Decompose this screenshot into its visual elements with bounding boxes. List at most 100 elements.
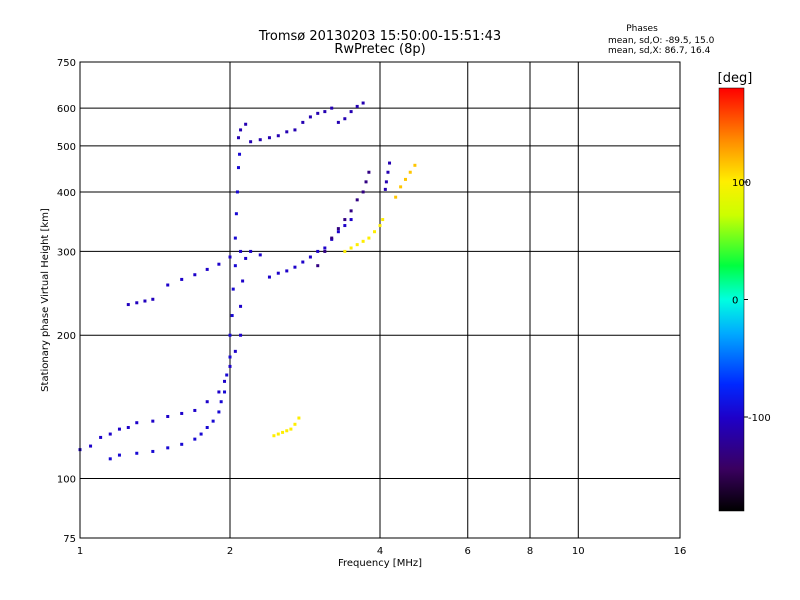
- echo-point: [228, 255, 232, 259]
- echo-point: [343, 218, 347, 222]
- echo-point: [117, 427, 121, 431]
- echo-point: [316, 249, 320, 253]
- colorbar-ticks: -100 0 100: [732, 178, 771, 424]
- echo-point: [413, 163, 417, 167]
- echo-point: [236, 136, 240, 140]
- data-points: [78, 101, 417, 461]
- echo-point: [408, 170, 412, 174]
- echo-point: [228, 333, 232, 337]
- echo-point: [228, 364, 232, 368]
- chart-subtitle: RwPretec (8p): [334, 42, 425, 57]
- echo-point: [244, 122, 248, 126]
- x-tick-labels: 1 2 4 6 8 10 16: [77, 546, 687, 557]
- stats-x: mean, sd,X: 86.7, 16.4: [608, 46, 711, 56]
- echo-point: [276, 134, 280, 138]
- echo-point: [193, 273, 197, 277]
- grid-lines: [79, 61, 681, 539]
- echo-point: [301, 120, 305, 124]
- echo-point: [336, 120, 340, 124]
- y-tick-label: 300: [57, 247, 76, 258]
- echo-point: [316, 111, 320, 115]
- echo-point: [151, 419, 155, 423]
- echo-point: [180, 411, 184, 415]
- y-tick-label: 400: [57, 188, 76, 199]
- echo-point: [361, 101, 365, 105]
- stats-o: mean, sd,O: -89.5, 15.0: [608, 36, 715, 46]
- echo-point: [234, 212, 238, 216]
- x-axis-label: Frequency [MHz]: [338, 558, 422, 569]
- echo-point: [99, 435, 103, 439]
- chart-title: Tromsø 20130203 15:50:00-15:51:43: [258, 29, 501, 44]
- echo-point: [399, 185, 403, 189]
- echo-point: [231, 287, 235, 291]
- x-tick-label: 8: [527, 546, 533, 557]
- echo-point: [272, 434, 276, 438]
- echo-point: [151, 297, 155, 301]
- echo-point: [233, 264, 237, 268]
- echo-point: [239, 128, 243, 132]
- colorbar: [718, 87, 745, 512]
- echo-point: [384, 180, 388, 184]
- echo-point: [373, 230, 377, 234]
- echo-point: [238, 152, 242, 156]
- echo-point: [289, 427, 293, 431]
- echo-point: [381, 218, 385, 222]
- echo-point: [367, 170, 371, 174]
- echo-point: [308, 255, 312, 259]
- echo-point: [108, 432, 112, 436]
- echo-point: [349, 218, 353, 222]
- x-tick-label: 6: [465, 546, 471, 557]
- echo-point: [166, 414, 170, 418]
- echo-point: [205, 267, 209, 271]
- echo-point: [378, 224, 382, 228]
- echo-point: [403, 177, 407, 181]
- echo-point: [285, 429, 289, 433]
- echo-point: [241, 279, 245, 283]
- echo-point: [364, 180, 368, 184]
- x-tick-label: 10: [572, 546, 585, 557]
- echo-point: [355, 104, 359, 108]
- echo-point: [199, 432, 203, 436]
- y-tick-label: 200: [57, 331, 76, 342]
- echo-point: [166, 283, 170, 287]
- echo-point: [126, 303, 130, 307]
- echo-point: [249, 140, 253, 144]
- plot-frame: [79, 61, 681, 539]
- colorbar-tick-label: -100: [748, 413, 771, 424]
- echo-point: [297, 416, 301, 420]
- echo-point: [285, 130, 289, 134]
- echo-point: [330, 236, 334, 240]
- echo-point: [349, 110, 353, 114]
- echo-point: [308, 115, 312, 119]
- echo-point: [355, 243, 359, 247]
- echo-point: [205, 425, 209, 429]
- echo-point: [225, 373, 229, 377]
- echo-point: [228, 355, 232, 359]
- echo-point: [233, 349, 237, 353]
- echo-point: [343, 117, 347, 121]
- echo-point: [343, 224, 347, 228]
- echo-point: [239, 304, 243, 308]
- x-tick-label: 2: [227, 546, 233, 557]
- echo-point: [285, 269, 289, 273]
- echo-point: [239, 249, 243, 253]
- colorbar-label: [deg]: [718, 71, 753, 86]
- echo-point: [211, 419, 215, 423]
- echo-point: [323, 246, 327, 250]
- echo-point: [135, 421, 139, 425]
- echo-point: [361, 239, 365, 243]
- echo-point: [239, 333, 243, 337]
- echo-point: [89, 444, 93, 448]
- echo-point: [126, 425, 130, 429]
- echo-point: [258, 253, 262, 257]
- echo-point: [217, 262, 221, 266]
- echo-point: [249, 249, 253, 253]
- echo-point: [217, 390, 221, 394]
- echo-point: [223, 379, 227, 383]
- echo-point: [143, 299, 147, 303]
- echo-point: [276, 271, 280, 275]
- y-tick-labels: 75 100 200 300 400 500 600 750: [57, 58, 76, 545]
- echo-point: [336, 230, 340, 234]
- echo-point: [235, 190, 239, 194]
